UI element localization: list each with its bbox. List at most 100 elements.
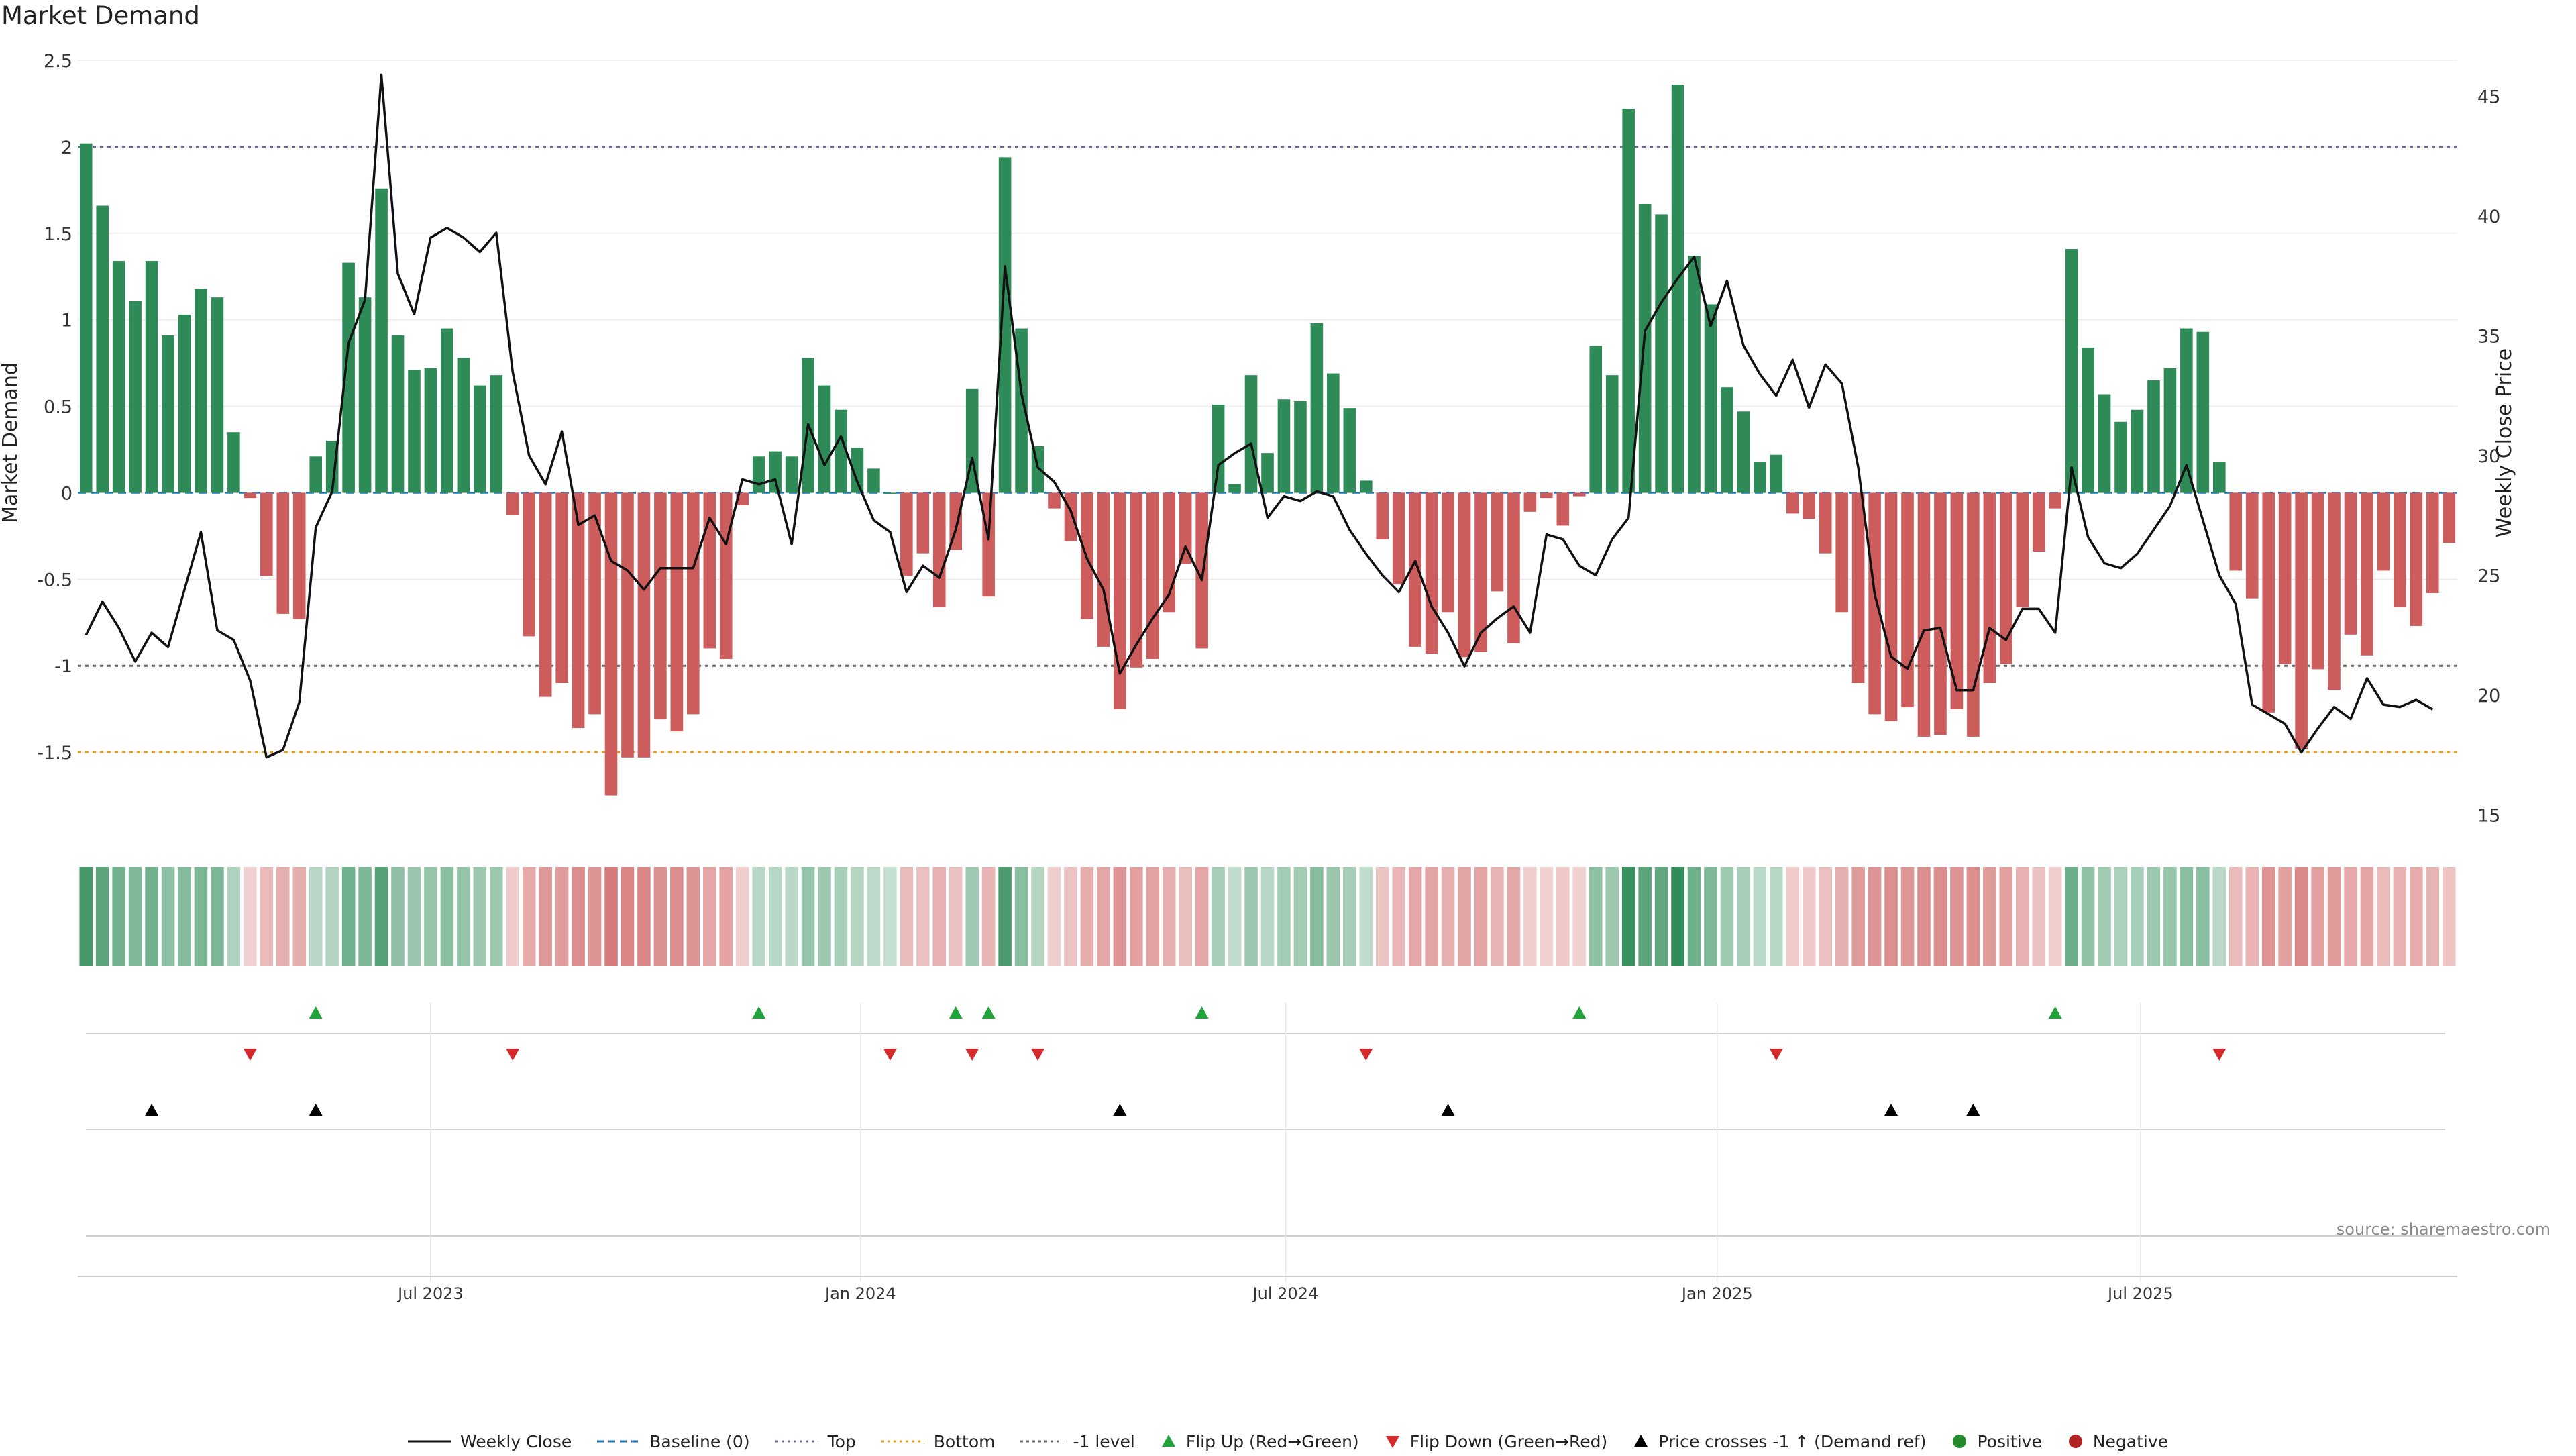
demand-bar	[1491, 492, 1504, 592]
strip-cell	[555, 867, 569, 966]
y-tick-label: 0.5	[44, 397, 72, 418]
demand-bar	[2016, 492, 2029, 607]
strip-cell	[1687, 867, 1701, 966]
strip-cell	[1704, 867, 1717, 966]
demand-bar	[2229, 492, 2243, 571]
demand-bar	[851, 448, 864, 493]
price-cross-marker	[1884, 1104, 1898, 1116]
x-tick-label: Jan 2024	[824, 1284, 896, 1303]
strip-cell	[1293, 867, 1307, 966]
strip-cell	[1523, 867, 1537, 966]
strip-cell	[424, 867, 437, 966]
legend-label: Flip Down (Green→Red)	[1409, 1431, 1608, 1451]
demand-bar	[2278, 492, 2292, 664]
strip-cell	[1359, 867, 1373, 966]
negative-legend-icon	[2068, 1435, 2082, 1448]
demand-bar	[1523, 492, 1537, 512]
demand-bar	[2311, 492, 2324, 670]
weekly-close-line	[85, 73, 2434, 759]
demand-bar	[178, 314, 191, 493]
demand-bar	[1474, 492, 1487, 652]
demand-bar	[2147, 380, 2160, 493]
strip-cell	[1260, 867, 1275, 966]
demand-bar	[1572, 492, 1586, 497]
flip-down-marker	[1359, 1049, 1373, 1061]
strip-cell	[900, 867, 914, 966]
strip-cell	[276, 867, 290, 966]
demand-bar	[1048, 492, 1061, 509]
demand-bar	[441, 328, 453, 493]
strip-cell	[1851, 867, 1865, 966]
demand-bar	[490, 375, 503, 493]
strip-cell	[785, 867, 798, 966]
demand-bar	[1244, 375, 1258, 493]
minus1-legend-icon	[1020, 1440, 1064, 1443]
demand-bar	[1754, 462, 1766, 493]
strip-cell	[161, 867, 175, 966]
strip-cell	[309, 867, 323, 966]
strip-cell	[178, 867, 191, 966]
legend-item: Positive	[1951, 1432, 2042, 1451]
demand-bar	[1507, 492, 1520, 643]
demand-bar	[1294, 401, 1307, 493]
strip-cell	[2163, 867, 2177, 966]
demand-bar	[457, 358, 470, 493]
demand-heat-strip	[79, 867, 2456, 966]
strip-cell	[2065, 867, 2078, 966]
legend-item: Negative	[2068, 1432, 2168, 1451]
strip-cell	[1884, 867, 1898, 966]
price-cross-marker	[1113, 1104, 1127, 1116]
y2-tick-label: 30	[2477, 446, 2500, 467]
strip-cell	[1474, 867, 1488, 966]
strip-cell	[1047, 867, 1061, 966]
demand-bar	[342, 262, 355, 493]
strip-cell	[981, 867, 996, 966]
demand-bar	[1409, 492, 1421, 647]
strip-cell	[1720, 867, 1734, 966]
strip-cell	[834, 867, 848, 966]
demand-bar	[1343, 408, 1356, 493]
legend-label: Price crosses -1 ↑ (Demand ref)	[1658, 1431, 1927, 1451]
strip-cell	[79, 867, 93, 966]
legend-label: Negative	[2092, 1431, 2169, 1451]
strip-cell	[1425, 867, 1438, 966]
price-cross-marker	[1441, 1104, 1455, 1116]
demand-bar	[2245, 492, 2259, 599]
strip-cell	[686, 867, 700, 966]
demand-bar	[1868, 492, 1881, 715]
legend-item: Weekly Close	[407, 1432, 572, 1451]
strip-cell	[572, 867, 585, 966]
strip-cell	[1835, 867, 1849, 966]
legend-label: Top	[827, 1431, 856, 1451]
strip-cell	[112, 867, 125, 966]
strip-cell	[604, 867, 618, 966]
strip-cell	[1408, 867, 1422, 966]
y-tick-label: 1.5	[44, 224, 72, 245]
strip-cell	[2015, 867, 2029, 966]
positive-legend-icon	[1953, 1435, 1967, 1448]
demand-bar	[129, 301, 142, 493]
demand-bar	[1605, 375, 1619, 493]
legend-item: Baseline (0)	[597, 1431, 750, 1451]
demand-bar	[375, 188, 388, 493]
strip-cell	[539, 867, 552, 966]
strip-cell	[1753, 867, 1767, 966]
demand-bar	[1950, 492, 1964, 709]
strip-cell	[1310, 867, 1324, 966]
demand-bar	[2377, 492, 2390, 571]
strip-cell	[1228, 867, 1242, 966]
flip-down-marker	[965, 1049, 979, 1061]
demand-bar	[2049, 492, 2061, 509]
demand-bar	[408, 370, 421, 493]
strip-cell	[752, 867, 765, 966]
strip-cell	[2081, 867, 2095, 966]
strip-cell	[473, 867, 487, 966]
flip-down-marker	[2212, 1049, 2226, 1061]
demand-bar	[2344, 492, 2357, 635]
strip-cell	[1950, 867, 1964, 966]
legend-label: Baseline (0)	[649, 1431, 750, 1451]
demand-bar	[1622, 109, 1635, 493]
strip-cell	[1212, 867, 1225, 966]
strip-cell	[1458, 867, 1471, 966]
strip-cell	[457, 867, 470, 966]
